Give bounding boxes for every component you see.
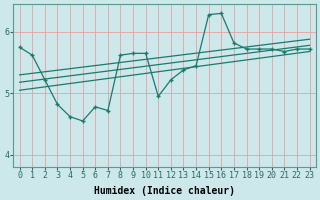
X-axis label: Humidex (Indice chaleur): Humidex (Indice chaleur) xyxy=(94,186,235,196)
